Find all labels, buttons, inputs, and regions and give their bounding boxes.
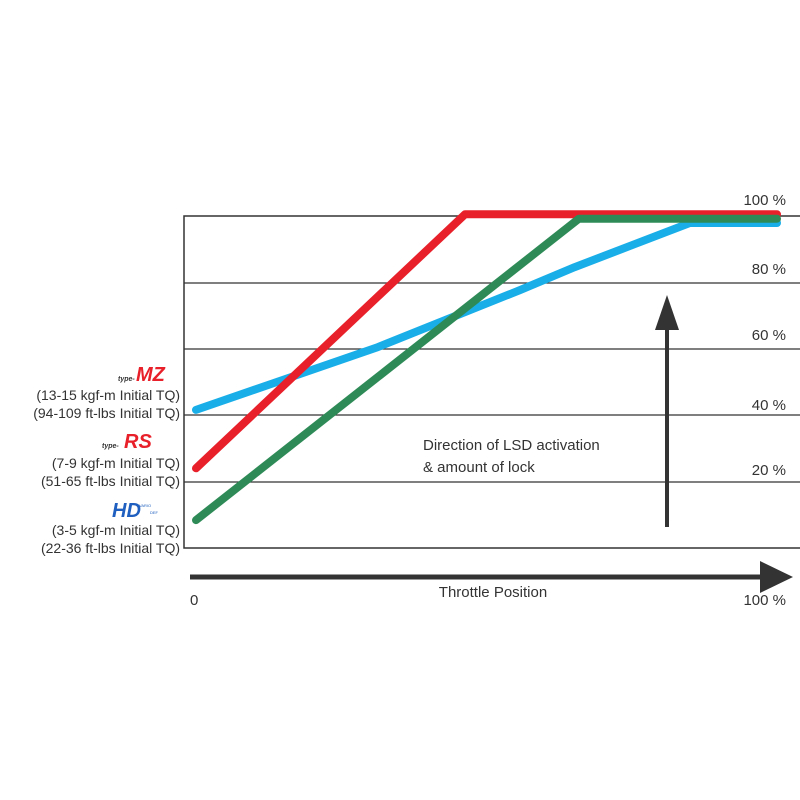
y-tick-80: 80 % — [752, 261, 786, 278]
svg-text:RS: RS — [124, 431, 152, 453]
y-tick-20: 20 % — [752, 462, 786, 479]
lsd-arrow-head — [655, 295, 679, 330]
x-axis-arrow-head — [760, 561, 793, 593]
type-mz-logo: type- MZ — [118, 364, 166, 386]
hd-vario-logo: HD VARIO DEF — [112, 500, 159, 522]
annotation-line-1: Direction of LSD activation — [423, 437, 600, 454]
series-group — [192, 210, 781, 525]
legend-mz-line2: (94-109 ft-lbs Initial TQ) — [33, 405, 180, 421]
y-tick-60: 60 % — [752, 327, 786, 344]
svg-text:type-: type- — [118, 376, 135, 383]
series-line-rs — [192, 210, 781, 473]
legend-rs-line1: (7-9 kgf-m Initial TQ) — [52, 455, 180, 471]
y-tick-100: 100 % — [743, 192, 786, 209]
svg-text:type-: type- — [102, 443, 119, 450]
legend-hd-line2: (22-36 ft-lbs Initial TQ) — [41, 540, 180, 556]
svg-text:MZ: MZ — [136, 364, 166, 386]
legend-mz-line1: (13-15 kgf-m Initial TQ) — [36, 387, 180, 403]
legend-hd-line1: (3-5 kgf-m Initial TQ) — [52, 522, 180, 538]
type-rs-logo: type- RS — [102, 431, 152, 453]
y-tick-40: 40 % — [752, 397, 786, 414]
x-axis-label: Throttle Position — [439, 584, 547, 601]
series-line-hd — [192, 214, 781, 525]
x-tick-100: 100 % — [743, 592, 786, 609]
svg-text:VARIO: VARIO — [139, 503, 151, 508]
annotation-line-2: & amount of lock — [423, 459, 535, 476]
legend-rs-line2: (51-65 ft-lbs Initial TQ) — [41, 473, 180, 489]
svg-text:DEF: DEF — [150, 510, 159, 515]
x-tick-0: 0 — [190, 592, 198, 609]
svg-text:HD: HD — [112, 500, 141, 522]
